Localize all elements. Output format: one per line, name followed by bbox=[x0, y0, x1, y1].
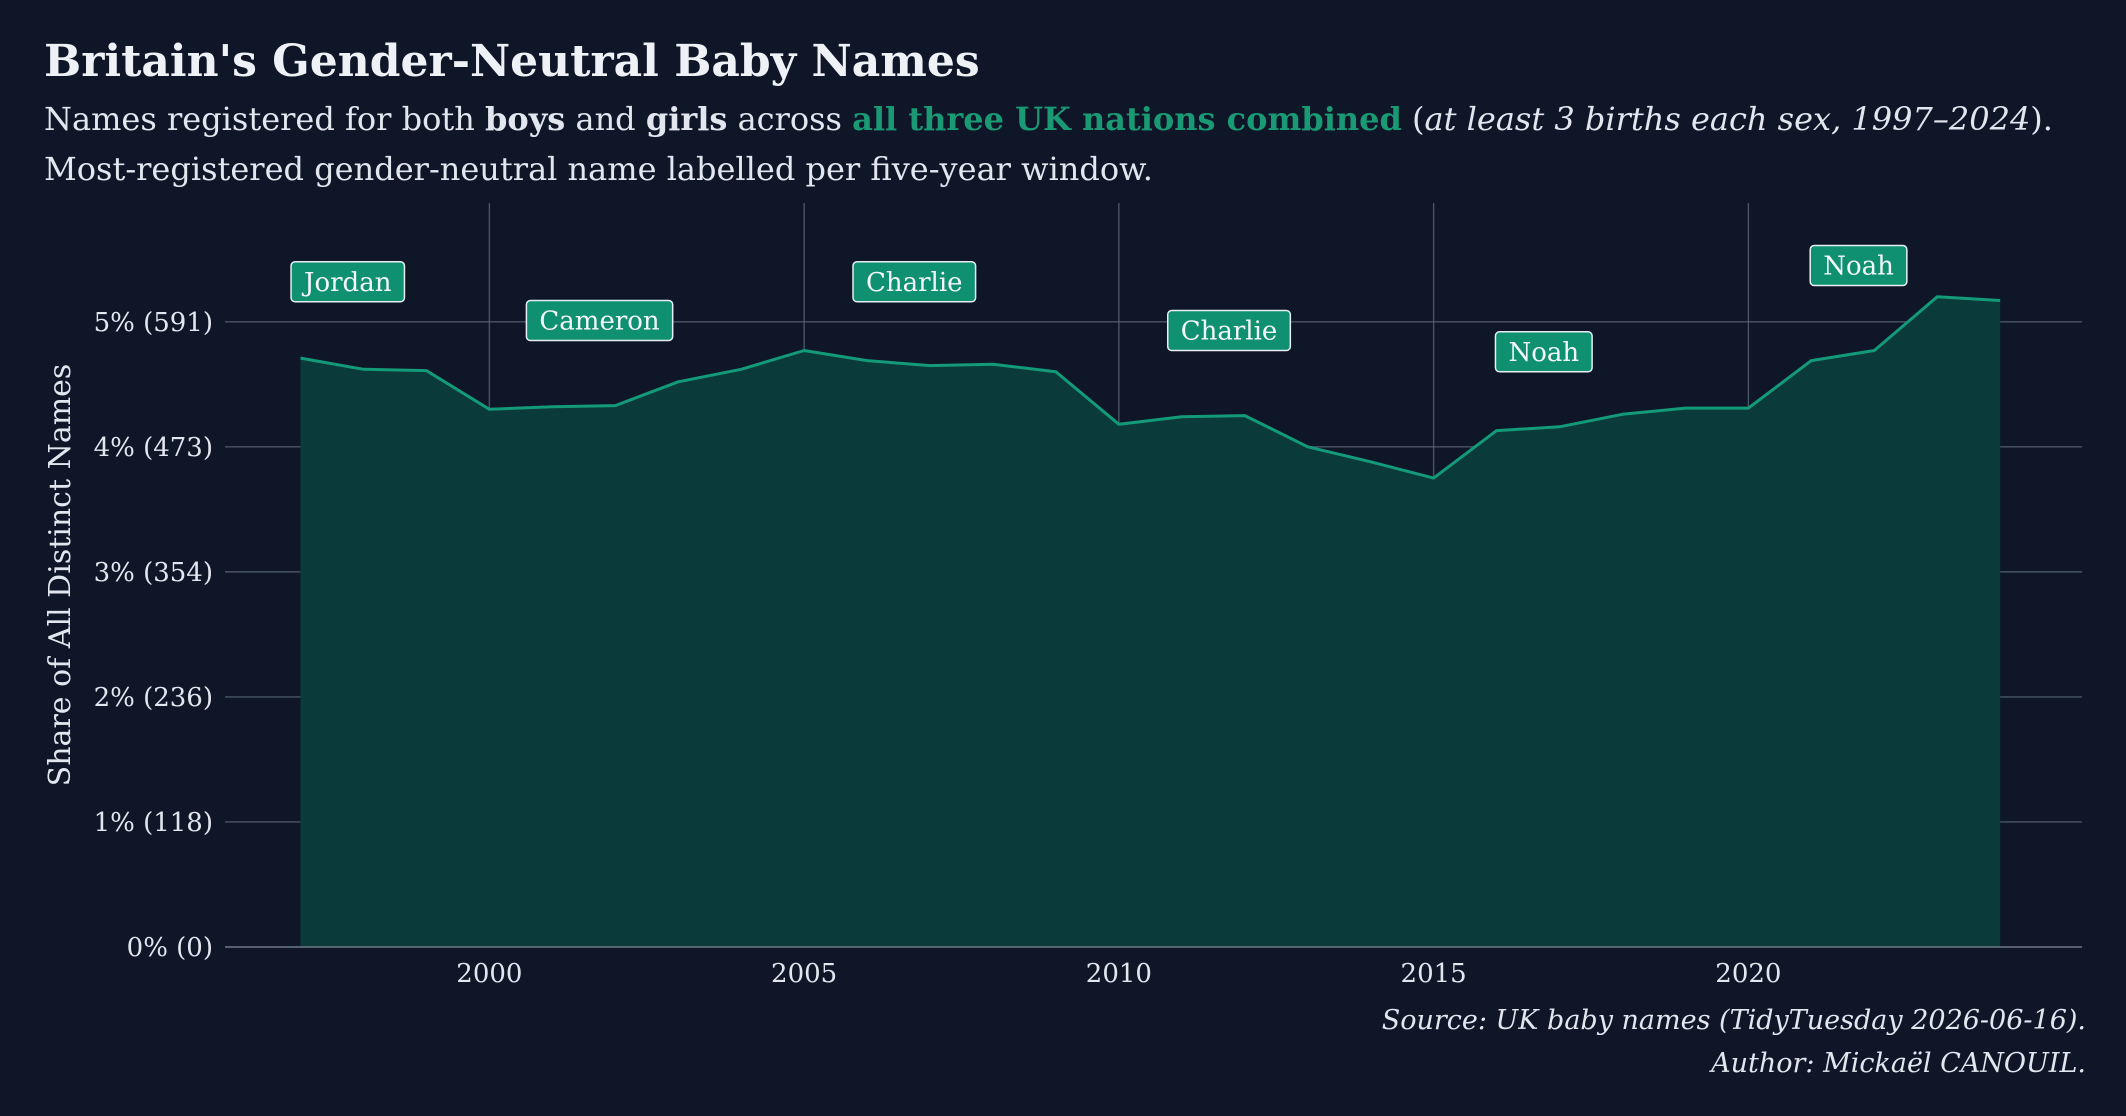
subtitle-boys: boys bbox=[485, 100, 565, 138]
x-tick-label-3: 2015 bbox=[1401, 959, 1467, 989]
subtitle-text-1: Names registered for both bbox=[44, 100, 485, 138]
annotation-box-5 bbox=[1809, 244, 1908, 287]
annotation-label-0: Jordan bbox=[290, 261, 406, 303]
annotation-box-0 bbox=[290, 261, 406, 303]
subtitle-girls: girls bbox=[646, 100, 728, 138]
annotation-text-1: Cameron bbox=[539, 307, 660, 337]
y-tick-labels: 0% (0) 1% (118) 2% (236) 3% (354) 4% (473) 5%… bbox=[94, 308, 213, 963]
caption-source: Source: UK baby names (TidyTuesday 2026-… bbox=[1382, 1005, 2086, 1036]
x-tick-label-4: 2020 bbox=[1715, 959, 1781, 989]
y-axis-title: Share of All Distinct Names bbox=[43, 364, 78, 787]
annotation-label-5: Noah bbox=[1809, 244, 1908, 287]
annotation-box-3 bbox=[1166, 309, 1292, 352]
chart-title: Britain's Gender-Neutral Baby Names bbox=[44, 36, 980, 87]
series-line bbox=[300, 295, 2001, 480]
annotation-text-0: Jordan bbox=[301, 268, 392, 298]
subtitle-italic: at least 3 births each sex, 1997–2024 bbox=[1425, 100, 2031, 138]
caption-author: Author: Mickaël CANOUIL. bbox=[1708, 1048, 2086, 1079]
subtitle-accent: all three UK nations combined bbox=[852, 100, 1402, 138]
name-annotations: Jordan Cameron Charlie Charlie Noah Noah bbox=[290, 244, 1908, 373]
y-tick-label-3: 3% (354) bbox=[94, 558, 213, 588]
x-tick-label-1: 2005 bbox=[771, 959, 837, 989]
subtitle-text-4: ( bbox=[1402, 100, 1425, 138]
y-tick-label-2: 2% (236) bbox=[94, 683, 213, 713]
chart-subtitle-line2: Most-registered gender-neutral name labe… bbox=[44, 150, 1153, 188]
y-tick-label-4: 4% (473) bbox=[94, 433, 213, 463]
y-tick-label-5: 5% (591) bbox=[94, 308, 213, 338]
y-tick-label-0: 0% (0) bbox=[127, 933, 213, 963]
annotation-box-4 bbox=[1494, 331, 1593, 373]
annotation-text-4: Noah bbox=[1508, 338, 1579, 368]
annotation-label-2: Charlie bbox=[852, 261, 977, 303]
x-tick-labels: 2000 2005 2010 2015 2020 bbox=[456, 959, 1781, 989]
chart-subtitle-line1: Names registered for both boys and girls… bbox=[44, 100, 2053, 138]
annotation-text-3: Charlie bbox=[1181, 317, 1278, 347]
x-tick-label-0: 2000 bbox=[456, 959, 522, 989]
y-tick-label-1: 1% (118) bbox=[94, 808, 213, 838]
subtitle-text-3: across bbox=[727, 100, 852, 138]
annotation-label-4: Noah bbox=[1494, 331, 1593, 373]
annotation-label-1: Cameron bbox=[525, 299, 674, 342]
subtitle-text-5: ). bbox=[2030, 100, 2053, 138]
annotation-text-5: Noah bbox=[1823, 252, 1894, 282]
area-fill bbox=[300, 296, 2001, 947]
annotation-box-2 bbox=[852, 261, 977, 303]
annotation-text-2: Charlie bbox=[866, 268, 963, 298]
x-tick-label-2: 2010 bbox=[1086, 959, 1152, 989]
annotation-label-3: Charlie bbox=[1166, 309, 1292, 352]
annotation-box-1 bbox=[525, 299, 674, 342]
subtitle-text-2: and bbox=[565, 100, 646, 138]
